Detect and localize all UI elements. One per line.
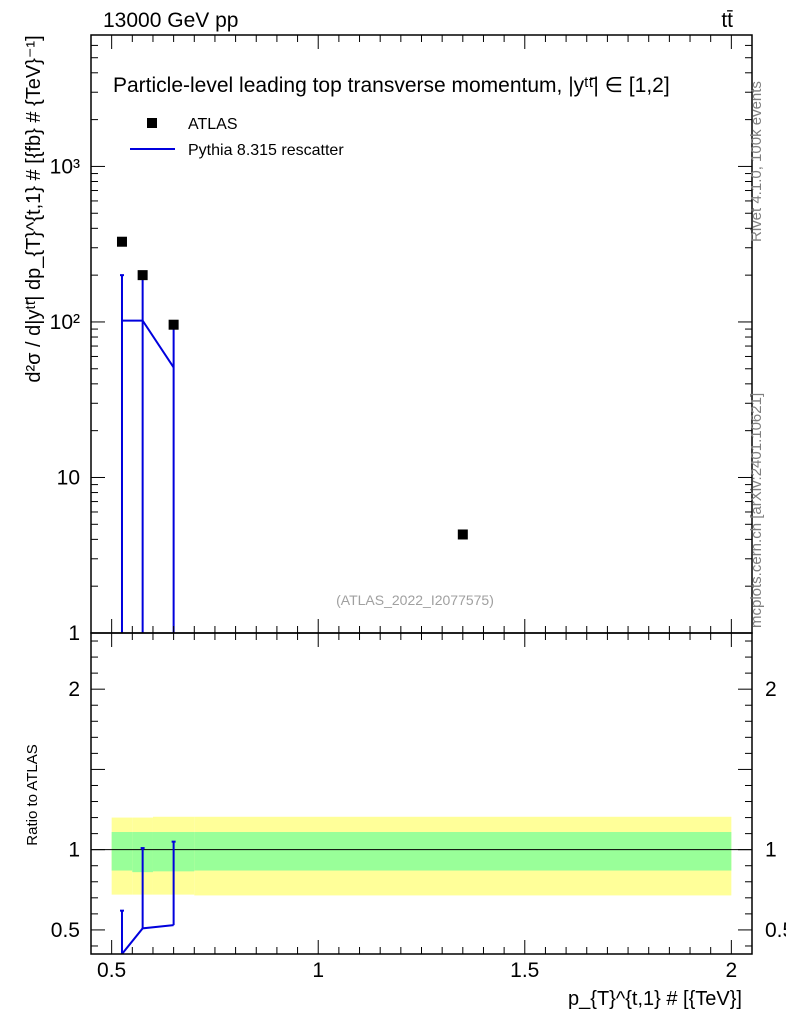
main-y-tick-label-3: 10³ [50,155,80,178]
x-tick-label-1: 1 [312,959,324,982]
atlas-data-point-3 [457,529,468,540]
x-axis-label: p_{T}^{t,1} # [{TeV}] [568,988,742,1010]
legend-label-pythia: Pythia 8.315 rescatter [188,142,344,159]
tick-labels: 1 10 10² 10³ 0.5 0.5 1 1 2 2 0.5 1 1.5 2 [50,155,786,982]
main-y-tick-label-1: 10 [57,466,80,489]
ratio-panel-frame [90,632,753,955]
band-1-bin-3 [194,832,732,871]
uncertainty-bands [111,816,732,896]
process-label: tt̄ [721,9,733,32]
rivet-version-label: Rivet 4.1.0, 100k events [748,81,765,242]
x-tick-label-2: 1.5 [510,959,539,982]
atlas-data-point-1 [137,270,148,281]
ratio-y-tick-label-left-1: 1 [68,839,80,862]
axis-ticks [90,34,752,954]
main-y-axis-label: d²σ / d|yᵗᵗ̄| dp_{T}^{t,1} # [{fb} # {Te… [23,35,45,382]
x-tick-label-0: 0.5 [97,959,126,982]
ratio-y-tick-label-right-1: 1 [765,839,777,862]
main-y-tick-label-2: 10² [50,311,80,334]
ratio-y-tick-label-left-2: 2 [68,678,80,701]
watermark-analysis-id: (ATLAS_2022_I2077575) [336,592,494,608]
ratio-y-tick-label-right-2: 2 [765,678,777,701]
atlas-data-point-2 [168,319,179,330]
legend-marker-atlas [147,118,157,128]
mc-line [121,319,175,368]
x-tick-label-3: 2 [726,959,738,982]
legend: ATLAS Pythia 8.315 rescatter [130,116,344,159]
ratio-y-axis-label: Ratio to ATLAS [24,744,41,845]
energy-label: 13000 GeV pp [103,9,238,32]
main-y-tick-label-0: 1 [68,622,80,645]
ratio-y-tick-label-right-0: 0.5 [765,919,786,942]
atlas-data-point-0 [116,236,127,247]
band-1-bin-0 [111,832,133,871]
ratio-y-tick-label-left-0: 0.5 [51,919,80,942]
chart-title: Particle-level leading top transverse mo… [113,74,670,97]
ratio-mc-line [121,924,174,955]
legend-label-atlas: ATLAS [188,116,238,133]
pythia-series [119,274,176,633]
atlas-data-markers [116,236,468,540]
ratio-series [119,840,176,955]
mcplots-label: mcplots.cern.ch [arXiv:2401.10621] [748,393,765,628]
